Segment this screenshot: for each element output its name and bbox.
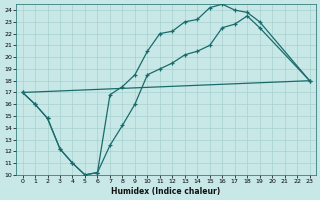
X-axis label: Humidex (Indice chaleur): Humidex (Indice chaleur) <box>111 187 221 196</box>
